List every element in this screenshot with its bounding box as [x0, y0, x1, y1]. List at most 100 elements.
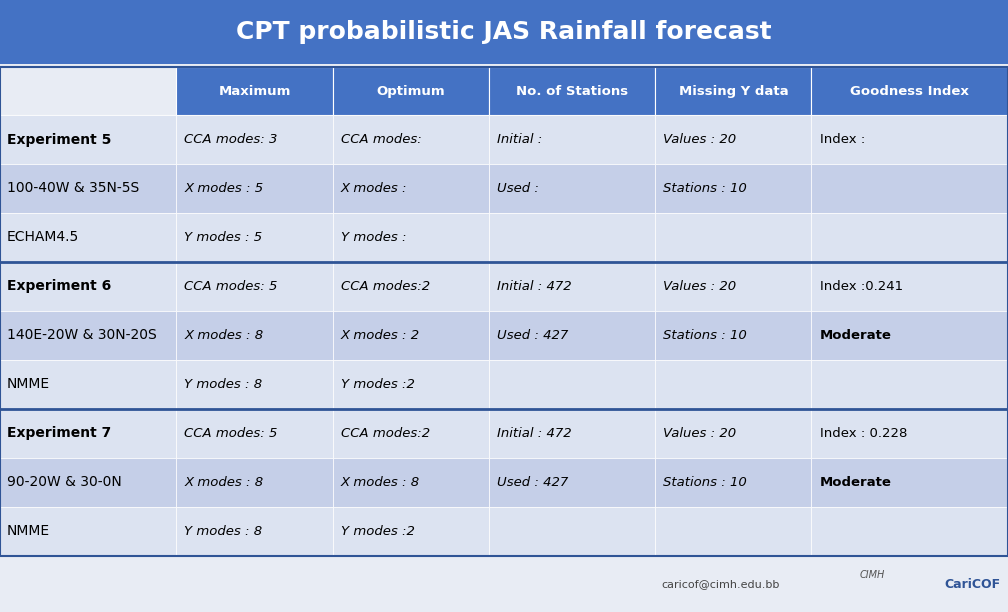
FancyBboxPatch shape	[176, 507, 333, 556]
Text: CariCOF: CariCOF	[944, 578, 1001, 591]
Text: Y modes :2: Y modes :2	[341, 524, 414, 538]
FancyBboxPatch shape	[489, 311, 655, 360]
Text: CCA modes: 5: CCA modes: 5	[184, 427, 278, 440]
FancyBboxPatch shape	[811, 507, 1008, 556]
Text: No. of Stations: No. of Stations	[516, 84, 628, 98]
FancyBboxPatch shape	[0, 67, 176, 115]
Text: Moderate: Moderate	[820, 476, 891, 489]
FancyBboxPatch shape	[0, 164, 176, 213]
FancyBboxPatch shape	[489, 262, 655, 311]
Text: Values : 20: Values : 20	[663, 280, 737, 293]
Text: X modes : 8: X modes : 8	[184, 476, 263, 489]
FancyBboxPatch shape	[333, 360, 489, 409]
FancyBboxPatch shape	[333, 311, 489, 360]
Text: Moderate: Moderate	[820, 329, 891, 342]
FancyBboxPatch shape	[655, 360, 811, 409]
FancyBboxPatch shape	[0, 115, 176, 164]
Text: CCA modes:2: CCA modes:2	[341, 427, 429, 440]
FancyBboxPatch shape	[489, 458, 655, 507]
FancyBboxPatch shape	[811, 262, 1008, 311]
FancyBboxPatch shape	[176, 360, 333, 409]
Text: Experiment 6: Experiment 6	[7, 280, 111, 293]
Text: ECHAM4.5: ECHAM4.5	[7, 231, 80, 244]
Text: CCA modes:: CCA modes:	[341, 133, 421, 146]
Text: NMME: NMME	[7, 378, 50, 391]
FancyBboxPatch shape	[811, 360, 1008, 409]
Text: X modes : 2: X modes : 2	[341, 329, 419, 342]
FancyBboxPatch shape	[655, 311, 811, 360]
FancyBboxPatch shape	[0, 458, 176, 507]
FancyBboxPatch shape	[176, 67, 333, 115]
FancyBboxPatch shape	[333, 164, 489, 213]
Text: Maximum: Maximum	[219, 84, 290, 98]
Text: Goodness Index: Goodness Index	[851, 84, 969, 98]
Text: Y modes : 5: Y modes : 5	[184, 231, 263, 244]
Text: 140E-20W & 30N-20S: 140E-20W & 30N-20S	[7, 329, 157, 342]
Text: Stations : 10: Stations : 10	[663, 476, 747, 489]
Text: Used :: Used :	[497, 182, 539, 195]
FancyBboxPatch shape	[176, 409, 333, 458]
FancyBboxPatch shape	[489, 67, 655, 115]
FancyBboxPatch shape	[489, 213, 655, 262]
Text: CIMH: CIMH	[859, 570, 885, 580]
FancyBboxPatch shape	[0, 507, 176, 556]
Text: X modes : 5: X modes : 5	[184, 182, 263, 195]
FancyBboxPatch shape	[333, 458, 489, 507]
Text: Initial : 472: Initial : 472	[497, 280, 572, 293]
Text: Initial :: Initial :	[497, 133, 542, 146]
FancyBboxPatch shape	[333, 507, 489, 556]
Text: Index : 0.228: Index : 0.228	[820, 427, 907, 440]
Text: Stations : 10: Stations : 10	[663, 182, 747, 195]
FancyBboxPatch shape	[176, 115, 333, 164]
Text: Initial : 472: Initial : 472	[497, 427, 572, 440]
FancyBboxPatch shape	[655, 458, 811, 507]
FancyBboxPatch shape	[655, 507, 811, 556]
FancyBboxPatch shape	[655, 164, 811, 213]
Text: CCA modes:2: CCA modes:2	[341, 280, 429, 293]
Text: caricof@cimh.edu.bb: caricof@cimh.edu.bb	[661, 580, 780, 589]
FancyBboxPatch shape	[176, 311, 333, 360]
Text: CPT probabilistic JAS Rainfall forecast: CPT probabilistic JAS Rainfall forecast	[236, 20, 772, 44]
FancyBboxPatch shape	[0, 262, 176, 311]
FancyBboxPatch shape	[811, 213, 1008, 262]
Text: Missing Y data: Missing Y data	[678, 84, 788, 98]
Text: Optimum: Optimum	[376, 84, 446, 98]
Text: 100-40W & 35N-5S: 100-40W & 35N-5S	[7, 182, 139, 195]
Text: CCA modes: 3: CCA modes: 3	[184, 133, 278, 146]
Text: 90-20W & 30-0N: 90-20W & 30-0N	[7, 476, 122, 489]
Text: X modes : 8: X modes : 8	[341, 476, 419, 489]
Text: Y modes : 8: Y modes : 8	[184, 524, 263, 538]
Text: X modes :: X modes :	[341, 182, 407, 195]
Text: Stations : 10: Stations : 10	[663, 329, 747, 342]
Text: Index :0.241: Index :0.241	[820, 280, 902, 293]
FancyBboxPatch shape	[0, 311, 176, 360]
FancyBboxPatch shape	[655, 115, 811, 164]
FancyBboxPatch shape	[176, 164, 333, 213]
FancyBboxPatch shape	[811, 409, 1008, 458]
FancyBboxPatch shape	[655, 213, 811, 262]
FancyBboxPatch shape	[176, 458, 333, 507]
Text: Values : 20: Values : 20	[663, 133, 737, 146]
Text: Y modes :: Y modes :	[341, 231, 406, 244]
FancyBboxPatch shape	[0, 0, 1008, 64]
FancyBboxPatch shape	[176, 213, 333, 262]
FancyBboxPatch shape	[811, 67, 1008, 115]
Text: X modes : 8: X modes : 8	[184, 329, 263, 342]
FancyBboxPatch shape	[333, 262, 489, 311]
FancyBboxPatch shape	[333, 67, 489, 115]
FancyBboxPatch shape	[0, 409, 176, 458]
FancyBboxPatch shape	[655, 67, 811, 115]
Text: NMME: NMME	[7, 524, 50, 538]
FancyBboxPatch shape	[489, 507, 655, 556]
FancyBboxPatch shape	[333, 115, 489, 164]
FancyBboxPatch shape	[489, 360, 655, 409]
Text: Y modes :2: Y modes :2	[341, 378, 414, 391]
FancyBboxPatch shape	[489, 409, 655, 458]
FancyBboxPatch shape	[655, 409, 811, 458]
FancyBboxPatch shape	[333, 213, 489, 262]
FancyBboxPatch shape	[489, 115, 655, 164]
FancyBboxPatch shape	[811, 164, 1008, 213]
Text: Y modes : 8: Y modes : 8	[184, 378, 263, 391]
Text: Index :: Index :	[820, 133, 865, 146]
Text: Experiment 7: Experiment 7	[7, 427, 111, 440]
